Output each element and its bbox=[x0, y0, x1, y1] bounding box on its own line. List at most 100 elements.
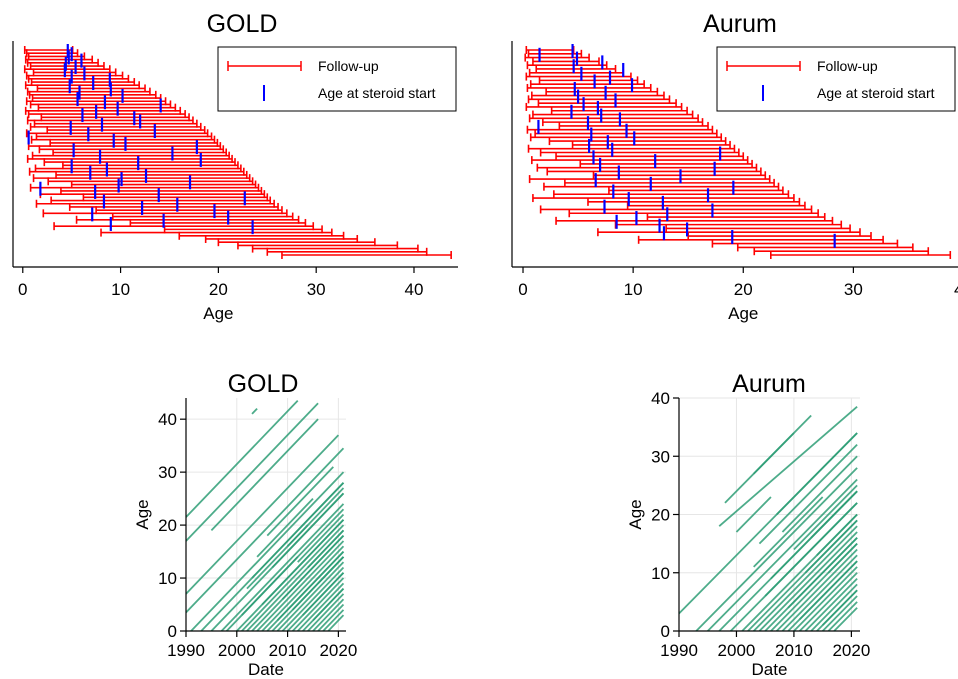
lifeline bbox=[210, 418, 319, 532]
followup-series bbox=[23, 46, 452, 259]
x-axis-label: Age bbox=[728, 304, 758, 323]
lifeline bbox=[810, 490, 858, 539]
lifeline bbox=[297, 582, 345, 632]
lifeline bbox=[718, 406, 858, 527]
x-tick-label: 2000 bbox=[718, 641, 756, 660]
lifeline bbox=[776, 548, 858, 632]
lifeline bbox=[781, 554, 858, 632]
lifeline bbox=[281, 566, 345, 632]
chart-title: GOLD bbox=[207, 10, 278, 38]
x-tick-label: 0 bbox=[518, 280, 527, 299]
lifeline bbox=[271, 492, 345, 569]
chart-title: Aurum bbox=[703, 10, 777, 38]
lifeline bbox=[185, 400, 299, 518]
legend-followup-label: Follow-up bbox=[318, 58, 379, 74]
y-tick-label: 40 bbox=[651, 389, 670, 408]
lifeline bbox=[246, 524, 309, 590]
lifeline bbox=[816, 513, 858, 556]
y-tick-label: 0 bbox=[168, 622, 177, 641]
lifeline bbox=[787, 537, 858, 609]
gold-lexis-chart: GOLD 1990 2000 2010 2020 0 10 20 30 40 Date Age bbox=[133, 370, 357, 679]
lifeline bbox=[322, 609, 345, 632]
lifeline bbox=[758, 443, 858, 545]
lifeline bbox=[312, 588, 345, 622]
steroid-start-series bbox=[27, 44, 254, 235]
aurum-followup-chart: Aurum 0 10 20 30 40 Age Follow-up Age at steroid… bbox=[511, 10, 958, 323]
lifeline bbox=[799, 572, 858, 632]
x-tick-label: 20 bbox=[209, 280, 228, 299]
lifeline bbox=[764, 502, 858, 597]
y-tick-label: 0 bbox=[661, 622, 670, 641]
lifeline bbox=[317, 556, 345, 584]
y-tick-label: 40 bbox=[158, 410, 177, 429]
lifeline bbox=[781, 455, 858, 533]
lexis-series bbox=[185, 400, 345, 632]
lifeline bbox=[793, 484, 858, 551]
lifeline bbox=[307, 593, 345, 632]
lifeline bbox=[256, 497, 314, 558]
y-axis-label: Age bbox=[133, 499, 152, 529]
lifeline bbox=[753, 432, 795, 475]
lifeline bbox=[312, 598, 345, 632]
lifeline bbox=[190, 471, 345, 632]
x-axis-label: Age bbox=[203, 304, 233, 323]
x-tick-label: 2010 bbox=[269, 641, 307, 660]
steroid-start-series bbox=[537, 44, 836, 248]
x-tick-label: 2020 bbox=[832, 641, 870, 660]
legend-box bbox=[217, 46, 457, 112]
lifeline bbox=[251, 407, 258, 415]
followup-series bbox=[524, 46, 952, 259]
grid bbox=[678, 397, 860, 632]
chart-title: GOLD bbox=[228, 370, 299, 398]
lifeline bbox=[827, 542, 858, 574]
x-tick-label: 2010 bbox=[775, 641, 813, 660]
x-tick-label: 10 bbox=[111, 280, 130, 299]
x-tick-label: 30 bbox=[844, 280, 863, 299]
x-tick-label: 40 bbox=[405, 280, 424, 299]
x-tick-label: 2020 bbox=[319, 641, 357, 660]
lifeline bbox=[185, 402, 319, 542]
legend-steroid-label: Age at steroid start bbox=[318, 85, 436, 101]
lifeline bbox=[261, 519, 345, 606]
lifeline bbox=[695, 467, 858, 632]
lifeline bbox=[292, 577, 345, 632]
y-tick-label: 30 bbox=[651, 447, 670, 466]
aurum-lexis-chart: Aurum 1990 2000 2010 2020 0 10 20 30 40 Date Age bbox=[626, 370, 870, 679]
lifeline bbox=[793, 566, 858, 632]
y-tick-label: 30 bbox=[158, 463, 177, 482]
lifeline bbox=[241, 524, 345, 632]
lifeline bbox=[799, 560, 858, 620]
chart-title: Aurum bbox=[732, 370, 806, 398]
lifeline bbox=[302, 572, 345, 616]
lifeline bbox=[220, 503, 345, 632]
x-tick-label: 1990 bbox=[167, 641, 205, 660]
legend: Follow-up Age at steroid start bbox=[716, 46, 956, 112]
x-tick-label: 2000 bbox=[218, 641, 256, 660]
lifeline bbox=[266, 466, 334, 537]
lifeline bbox=[251, 482, 345, 579]
lifeline bbox=[753, 525, 858, 632]
gold-followup-chart: GOLD 0 10 20 30 40 Age Follow-up Age at steroid … bbox=[12, 10, 458, 323]
lifeline bbox=[804, 519, 858, 574]
lifeline bbox=[707, 478, 858, 632]
y-tick-label: 10 bbox=[158, 569, 177, 588]
lifeline bbox=[317, 603, 345, 632]
lifeline bbox=[758, 531, 858, 632]
lifeline bbox=[810, 583, 858, 632]
x-tick-label: 10 bbox=[624, 280, 643, 299]
lifeline bbox=[827, 601, 858, 632]
legend-box bbox=[716, 46, 956, 112]
lifeline bbox=[185, 434, 340, 595]
lifeline bbox=[241, 556, 299, 616]
lifeline bbox=[822, 589, 858, 626]
x-tick-label: 20 bbox=[734, 280, 753, 299]
x-axis-label: Date bbox=[248, 660, 284, 679]
lifeline bbox=[185, 447, 345, 614]
x-tick-label: 30 bbox=[307, 280, 326, 299]
lexis-series bbox=[678, 406, 858, 632]
y-tick-label: 20 bbox=[158, 516, 177, 535]
x-tick-label: 1990 bbox=[660, 641, 698, 660]
lifeline bbox=[327, 614, 345, 632]
lifeline bbox=[281, 535, 345, 600]
